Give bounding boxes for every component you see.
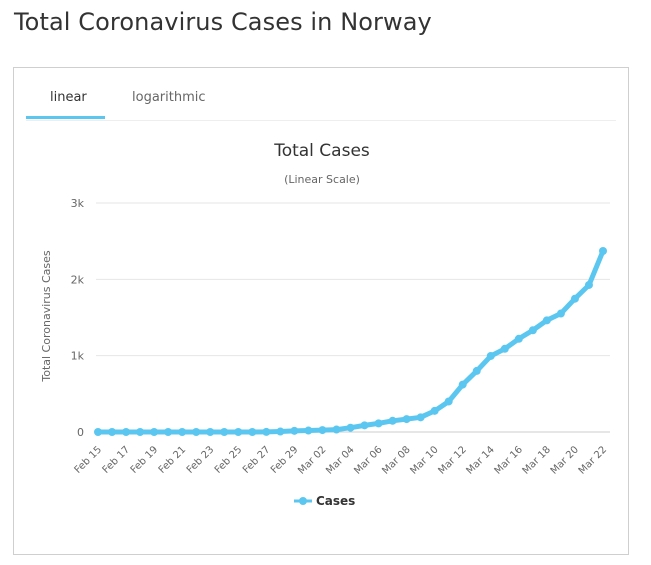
x-tick-label: Feb 29 (269, 444, 301, 476)
chart-panel: linear logarithmic Total Cases (Linear S… (13, 67, 629, 555)
x-tick-label: Mar 08 (380, 444, 412, 476)
data-point (206, 428, 215, 436)
x-tick-label: Mar 10 (408, 444, 440, 476)
x-tick-label: Feb 23 (185, 444, 217, 476)
data-point (262, 427, 271, 436)
y-tick-label: 0 (77, 426, 84, 439)
data-point (234, 428, 243, 436)
data-point (556, 309, 565, 318)
line-chart: Total Cases (Linear Scale) Total Coronav… (40, 141, 610, 508)
data-point (486, 351, 495, 360)
data-point (122, 428, 131, 436)
x-tick-label: Mar 20 (549, 444, 581, 476)
x-tick-label: Feb 21 (157, 444, 189, 476)
data-point (220, 428, 229, 436)
data-point (500, 344, 509, 353)
x-tick-label: Feb 27 (241, 444, 273, 476)
x-tick-label: Mar 02 (296, 444, 328, 476)
y-tick-label: 2k (71, 273, 85, 286)
data-point (388, 416, 397, 425)
legend[interactable]: Cases (294, 494, 355, 508)
legend-label: Cases (316, 494, 355, 508)
active-tab-indicator (26, 116, 105, 119)
data-point (416, 413, 425, 422)
x-tick-label: Mar 16 (493, 444, 525, 476)
x-tick-label: Mar 18 (521, 444, 553, 476)
data-point (458, 380, 467, 389)
data-point (374, 419, 383, 428)
data-point (276, 427, 285, 436)
data-point (584, 280, 593, 289)
x-tick-label: Mar 06 (352, 444, 384, 476)
x-tick-label: Feb 19 (129, 444, 161, 476)
data-point (430, 406, 439, 415)
data-point (360, 421, 369, 430)
scale-tabs: linear logarithmic (26, 68, 616, 121)
data-point (136, 428, 145, 436)
data-point (514, 334, 523, 343)
data-point (94, 428, 102, 436)
y-tick-label: 1k (71, 350, 85, 363)
x-tick-label: Feb 25 (213, 444, 245, 476)
chart-title: Total Cases (273, 141, 370, 161)
data-point (332, 425, 341, 434)
data-point (164, 428, 173, 436)
y-axis-ticks: 0 1k 2k 3k (71, 197, 85, 439)
data-point (444, 397, 453, 406)
series-cases (94, 247, 607, 436)
data-point (402, 415, 411, 424)
tab-logarithmic[interactable]: logarithmic (132, 90, 206, 105)
data-point (346, 423, 355, 432)
data-point (290, 426, 299, 435)
x-tick-label: Mar 14 (465, 444, 497, 476)
data-point (108, 428, 117, 436)
data-point (570, 294, 579, 303)
data-point (542, 316, 551, 325)
chart-subtitle: (Linear Scale) (284, 173, 360, 186)
series-line (95, 248, 606, 435)
data-point (150, 428, 159, 436)
x-tick-label: Mar 22 (577, 444, 609, 476)
y-axis-label: Total Coronavirus Cases (40, 250, 53, 383)
x-tick-label: Mar 12 (436, 444, 468, 476)
data-point (178, 428, 187, 436)
data-point (599, 247, 607, 256)
x-tick-label: Feb 17 (101, 444, 133, 476)
data-point (472, 366, 481, 375)
x-tick-label: Mar 04 (324, 444, 356, 476)
x-tick-label: Feb 15 (73, 444, 105, 476)
data-point (192, 428, 201, 436)
data-point (528, 326, 537, 335)
page-title: Total Coronavirus Cases in Norway (14, 8, 432, 36)
data-point (318, 426, 327, 435)
legend-marker (299, 497, 307, 505)
tab-linear[interactable]: linear (50, 90, 87, 105)
data-point (248, 428, 257, 436)
y-tick-label: 3k (71, 197, 85, 210)
data-point (304, 426, 313, 435)
grid-lines (96, 202, 610, 433)
